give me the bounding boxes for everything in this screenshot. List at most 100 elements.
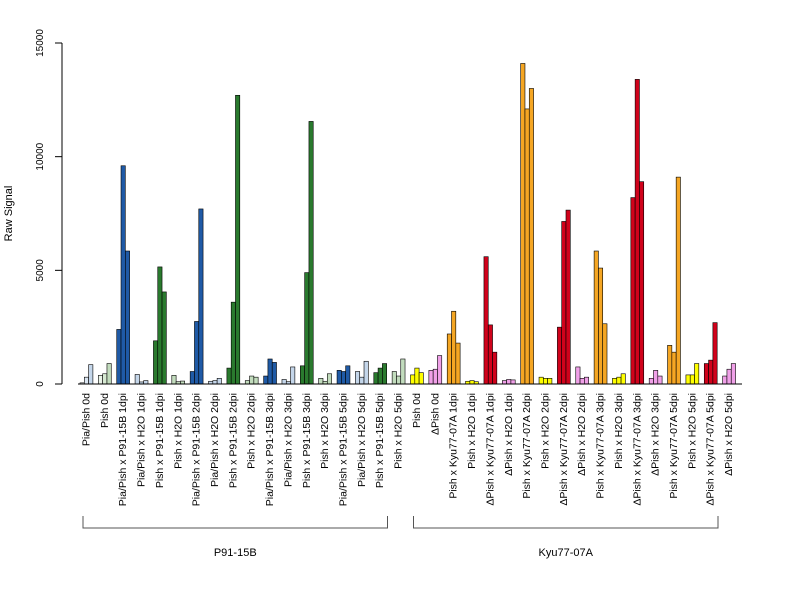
bar: [391, 371, 397, 385]
bar: [414, 367, 420, 385]
x-tick-label: Pish 0d: [99, 393, 111, 428]
bar-cluster: [483, 256, 498, 385]
bar: [396, 375, 402, 385]
bar: [143, 380, 149, 385]
bar: [722, 375, 728, 385]
x-tick-label: Pia/Pish x P91-15B 1dpi: [117, 393, 129, 506]
x-tick-label: Pish x H2O 1dpi: [172, 393, 184, 469]
x-tick-label: ΔPish x H2O 3dpi: [650, 393, 662, 476]
bar: [685, 374, 691, 385]
bar-cluster: [79, 364, 94, 385]
bar-cluster: [244, 375, 259, 385]
bar: [263, 375, 269, 385]
x-tick-label: Pish x H2O 5dpi: [393, 393, 405, 469]
bar: [267, 358, 273, 385]
bar: [579, 378, 585, 385]
bar: [667, 345, 673, 385]
bar-cluster: [538, 376, 553, 385]
x-tick-label: ΔPish x H2O 1dpi: [503, 393, 515, 476]
bar: [102, 373, 108, 385]
bar: [377, 367, 383, 385]
bar: [84, 376, 89, 385]
bar: [557, 326, 562, 385]
x-tick-label: Pia/Pish x H2O 5dpi: [356, 393, 368, 487]
group-bracket: [413, 516, 719, 529]
bar: [382, 363, 387, 385]
bar: [520, 63, 526, 385]
y-axis-label: Raw Signal: [3, 186, 15, 242]
bar: [161, 291, 167, 385]
bar: [345, 365, 351, 385]
bar: [575, 366, 581, 385]
bar: [281, 379, 287, 385]
bar: [134, 374, 140, 385]
bar: [120, 165, 126, 385]
x-tick-label: Pish x Kyu77-07A 3dpi: [595, 393, 607, 499]
x-tick-label: Pish 0d: [411, 393, 423, 428]
bar: [639, 181, 645, 385]
bar: [455, 342, 461, 385]
bar: [106, 363, 112, 385]
bars: [79, 63, 736, 385]
bar: [290, 366, 296, 385]
bar: [657, 375, 663, 385]
bar: [189, 371, 195, 385]
bar: [336, 370, 342, 385]
bar: [235, 94, 241, 385]
bar: [116, 329, 122, 385]
bar: [612, 378, 618, 385]
x-tick-label: ΔPish 0d: [429, 393, 441, 435]
x-tick-label: Pia/Pish x P91-15B 5dpi: [338, 393, 350, 506]
bar-cluster: [116, 165, 130, 385]
bar-cluster: [428, 355, 443, 385]
bar: [326, 373, 332, 385]
bar: [543, 378, 548, 385]
bar-cluster: [685, 363, 700, 385]
bar-cluster: [722, 363, 736, 385]
bar: [510, 379, 516, 385]
bar: [561, 221, 567, 385]
x-tick-label: Pish x P91-15B 1dpi: [154, 393, 166, 488]
bar-cluster: [520, 63, 534, 385]
x-tick-label: ΔPish x H2O 5dpi: [723, 393, 735, 476]
bar: [689, 374, 695, 385]
bar: [216, 378, 222, 385]
x-tick-label: Pia/Pish 0d: [80, 393, 92, 446]
bar: [318, 378, 324, 385]
bar-cluster: [98, 363, 112, 385]
bar-cluster: [153, 266, 167, 385]
bar: [730, 363, 736, 385]
x-tick-label: Pish x Kyu77-07A 2dpi: [521, 393, 533, 499]
bar-cluster: [502, 379, 516, 385]
bar: [593, 250, 599, 385]
bar-cluster: [263, 358, 277, 385]
bar: [230, 301, 236, 385]
bar: [373, 372, 379, 385]
x-tick-label: Pish x Kyu77-07A 1dpi: [448, 393, 460, 499]
bar: [304, 272, 310, 385]
group-label: Kyu77-07A: [539, 547, 594, 559]
bar-cluster: [336, 365, 351, 385]
bar-cluster: [226, 94, 241, 385]
bar-cluster: [465, 380, 479, 385]
x-tick-label: Pia/Pish x H2O 2dpi: [209, 393, 221, 487]
bar: [620, 373, 626, 385]
bar: [355, 371, 361, 385]
x-tick-label: ΔPish x Kyu77-07A 3dpi: [631, 393, 643, 506]
bar: [418, 372, 424, 385]
bar: [153, 340, 159, 385]
bar: [428, 370, 434, 385]
y-tick-label: 15000: [35, 29, 46, 57]
bar-cluster: [630, 79, 645, 385]
group-label: P91-15B: [214, 547, 257, 559]
x-tick-label: ΔPish x H2O 2dpi: [576, 393, 588, 476]
bar-cluster: [171, 375, 186, 385]
group-bracket: [82, 516, 388, 529]
bar: [547, 378, 553, 385]
x-tick-label: Pia/Pish x P91-15B 3dpi: [264, 393, 276, 506]
y-tick-label: 5000: [35, 259, 46, 282]
y-tick-label: 0: [35, 381, 46, 387]
bar-cluster: [373, 363, 387, 385]
bar: [506, 379, 512, 385]
bar: [410, 374, 416, 385]
